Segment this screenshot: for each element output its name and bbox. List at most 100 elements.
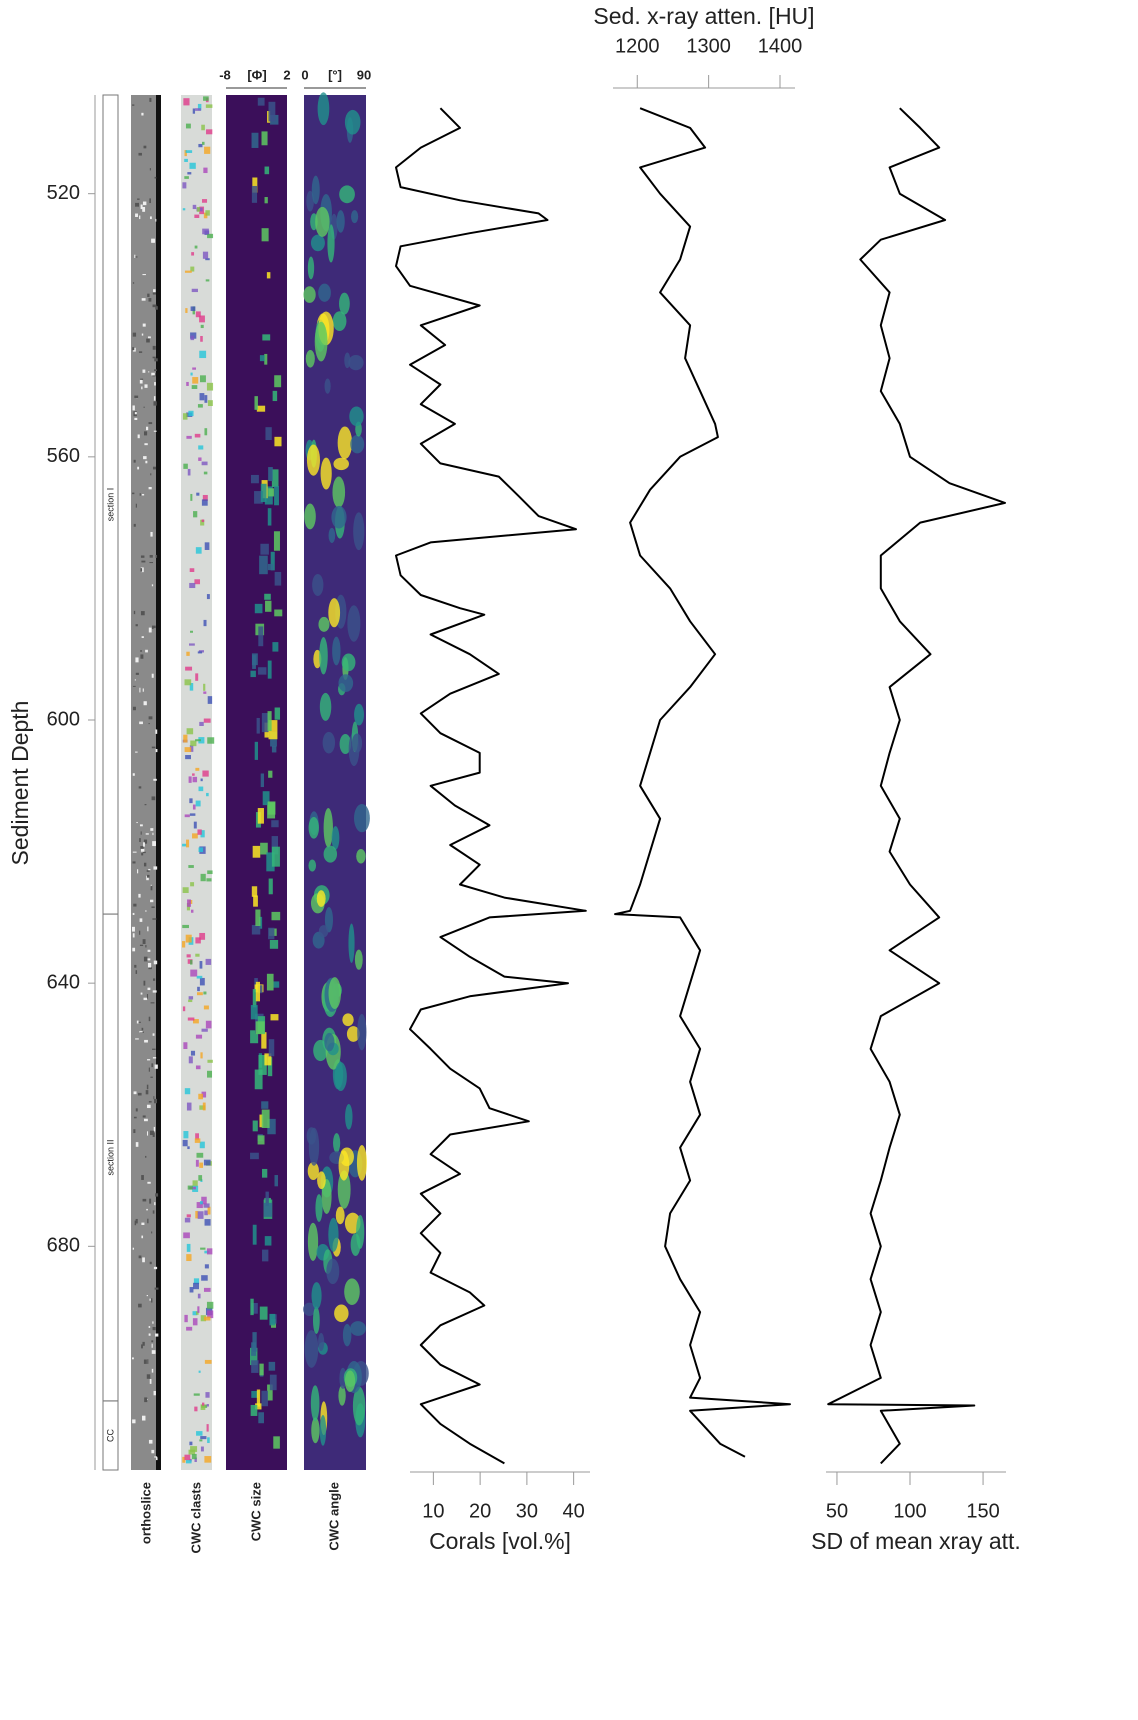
orthoslice-texture	[154, 358, 158, 362]
angle-texture	[312, 1306, 320, 1334]
clast-texture	[193, 1282, 200, 1290]
angle-texture	[318, 616, 330, 632]
y-tick-label: 520	[47, 182, 80, 204]
orthoslice-texture	[141, 333, 144, 336]
size-texture	[256, 1389, 261, 1407]
clast-texture	[182, 941, 186, 948]
angle-texture	[310, 1385, 320, 1422]
clast-texture	[186, 651, 190, 656]
angle-texture	[350, 434, 365, 454]
orthoslice-texture	[149, 216, 152, 220]
size-texture	[253, 895, 258, 907]
angle-texture	[347, 605, 361, 642]
orthoslice-texture	[155, 1333, 159, 1337]
size-texture	[252, 655, 256, 669]
orthoslice-texture	[132, 1357, 134, 1360]
orthoslice-texture	[140, 846, 144, 849]
orthoslice-texture	[146, 1374, 151, 1379]
clast-texture	[196, 1431, 203, 1436]
x-tick-label: 1300	[686, 35, 731, 57]
clast-texture	[203, 619, 207, 627]
size-texture	[267, 563, 274, 571]
orthoslice-texture	[134, 254, 136, 258]
angle-texture	[335, 1206, 345, 1225]
orthoslice-texture	[141, 298, 146, 301]
angle-texture	[338, 674, 354, 692]
orthoslice-texture	[150, 899, 154, 903]
size-texture	[255, 1021, 265, 1035]
clast-texture	[197, 103, 202, 111]
orthoslice-texture	[135, 1218, 138, 1224]
orthoslice-texture	[148, 868, 151, 871]
orthoslice-texture	[149, 1379, 152, 1384]
angle-texture	[323, 845, 338, 863]
angle-texture	[351, 733, 363, 753]
orthoslice-texture	[133, 610, 136, 615]
clast-texture	[190, 882, 195, 887]
size-texture	[274, 571, 282, 586]
x-tick-label: 1400	[758, 35, 803, 57]
orthoslice-texture	[152, 466, 157, 470]
angle-texture	[311, 1417, 320, 1444]
clast-texture	[199, 1439, 203, 1442]
x-tick-label: 100	[893, 1500, 926, 1522]
size-texture	[254, 603, 263, 614]
orthoslice-texture	[135, 657, 139, 663]
orthoslice-texture	[143, 431, 148, 436]
clast-texture	[184, 270, 192, 273]
angle-texture	[352, 1386, 366, 1426]
orthoslice-texture	[153, 960, 158, 965]
clast-texture	[190, 306, 196, 311]
orthoslice-texture	[141, 636, 144, 638]
orthoslice-texture	[137, 869, 139, 874]
orthoslice-texture	[141, 1175, 144, 1180]
orthoslice-texture	[133, 903, 137, 907]
x-tick-label: 1200	[615, 35, 660, 57]
angle-texture	[339, 292, 350, 315]
clast-texture	[190, 332, 197, 339]
clast-texture	[190, 909, 194, 913]
size-texture	[265, 600, 272, 612]
orthoslice-texture	[142, 274, 146, 276]
size-texture	[251, 924, 261, 935]
size-texture	[264, 1236, 272, 1246]
clast-texture	[182, 208, 186, 211]
clast-texture	[201, 1028, 208, 1032]
orthoslice-texture	[141, 1222, 145, 1226]
y-axis-label: Sediment Depth	[7, 701, 33, 866]
clast-texture	[188, 1449, 196, 1455]
orthoslice-texture	[142, 201, 147, 206]
clast-texture	[202, 1102, 206, 1111]
orthoslice-texture	[155, 749, 158, 753]
clast-texture	[195, 1133, 199, 1140]
size-texture	[260, 842, 268, 855]
orthoslice-texture	[138, 351, 143, 353]
clast-texture	[192, 776, 198, 783]
size-texture	[267, 711, 272, 731]
size-texture	[251, 886, 258, 897]
orthoslice-texture	[143, 1359, 147, 1364]
orthoslice-texture	[136, 1020, 139, 1024]
orthoslice-texture	[143, 701, 147, 706]
clast-texture	[200, 324, 204, 329]
size-texture	[268, 467, 273, 482]
orthoslice-texture	[148, 422, 153, 425]
orthoslice-texture	[150, 1076, 153, 1078]
clast-texture	[195, 673, 199, 681]
orthoslice-texture	[138, 152, 142, 156]
angle-texture	[341, 653, 356, 672]
angle-texture	[328, 527, 336, 543]
y-tick-label: 640	[47, 971, 80, 993]
orthoslice-texture	[149, 554, 153, 558]
size-texture	[270, 551, 275, 571]
clast-texture	[198, 1370, 201, 1373]
clast-texture	[183, 98, 190, 106]
orthoslice-texture	[146, 1104, 151, 1109]
size-texture	[261, 1168, 268, 1178]
orthoslice-texture	[151, 372, 155, 376]
orthoslice-texture	[132, 492, 135, 495]
angle-texture	[357, 1013, 367, 1051]
clast-texture	[183, 1232, 190, 1239]
angle-texture	[322, 731, 336, 754]
clast-texture	[200, 1247, 206, 1250]
